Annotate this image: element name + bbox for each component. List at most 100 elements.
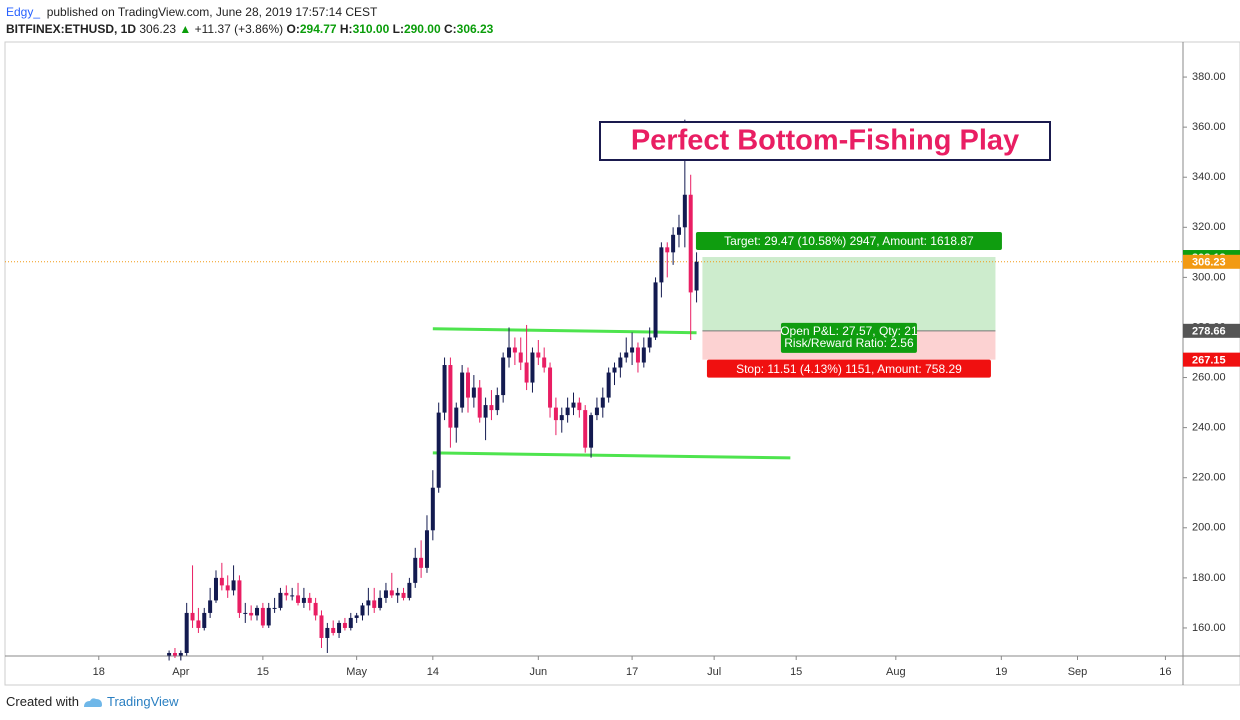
y-tick-label: 360.00 [1192, 121, 1226, 133]
candle-body [208, 600, 213, 613]
candle-body [548, 367, 553, 408]
candle-body [477, 387, 482, 418]
chart: 160.00180.00200.00220.00240.00260.00280.… [4, 41, 1240, 686]
candle-body [577, 402, 582, 411]
ohlc-value: 290.00 [403, 22, 441, 36]
candle-body [395, 592, 400, 596]
candle-body [337, 622, 342, 633]
candle-body [454, 407, 459, 428]
x-tick-label: 14 [427, 666, 439, 678]
candle-body [172, 652, 177, 656]
y-tick-label: 260.00 [1192, 371, 1226, 383]
plot: 160.00180.00200.00220.00240.00260.00280.… [5, 71, 1240, 678]
candle-body [594, 407, 599, 416]
footer: Created with TradingView [6, 694, 179, 709]
candle-body [190, 612, 195, 621]
trend-line [432, 451, 791, 460]
candle-body [260, 607, 265, 626]
last-price: 306.23 [1192, 257, 1226, 269]
candle-body [296, 595, 301, 603]
y-tick-label: 160.00 [1192, 622, 1226, 634]
candle-body [489, 405, 494, 411]
candle-body [460, 372, 465, 408]
candle-body [630, 347, 635, 353]
candle-body [225, 585, 230, 591]
candle-body [671, 234, 676, 253]
candle-body [436, 412, 441, 488]
candle-body [589, 415, 594, 448]
stop-label: Stop: 11.51 (4.13%) 1151, Amount: 758.29 [736, 362, 962, 376]
candle-body [442, 365, 447, 413]
stop-label-box [706, 359, 991, 378]
candle-body [331, 627, 336, 633]
x-tick-label: May [346, 666, 367, 678]
stop-price: 267.15 [1192, 355, 1226, 367]
candle-body [430, 487, 435, 531]
candle-body [612, 367, 617, 373]
candle-body [647, 337, 652, 348]
x-tick-label: Jul [707, 666, 721, 678]
pnl-box [780, 322, 917, 353]
profit-zone [702, 257, 996, 331]
entry-price: 278.66 [1192, 326, 1226, 338]
candle-body [266, 607, 271, 626]
candle-body [219, 577, 224, 586]
y-tick-label: 320.00 [1192, 221, 1226, 233]
last-price: 306.23 [139, 22, 177, 36]
candle-body [342, 622, 347, 628]
ohlc-label: L: [392, 22, 404, 36]
candle-body [313, 602, 318, 616]
candle-body [284, 592, 289, 596]
candle-body [378, 597, 383, 608]
candle-body [167, 652, 172, 656]
symbol: BITFINEX:ETHUSD, 1D [6, 22, 137, 36]
candle-body [565, 407, 570, 416]
candle-body [583, 410, 588, 448]
candle-body [401, 592, 406, 598]
created-with: Created with [6, 694, 79, 709]
change: +11.37 (+3.86%) [194, 22, 284, 36]
y-tick-label: 240.00 [1192, 422, 1226, 434]
candle-body [471, 387, 476, 398]
candle-body [495, 395, 500, 411]
candle-body [618, 357, 623, 368]
candle-body [307, 597, 312, 603]
candle-body [483, 405, 488, 418]
candle-body [524, 362, 529, 383]
author[interactable]: Edgy_ [6, 5, 41, 19]
publish-line: Edgy_ published on TradingView.com, June… [6, 4, 493, 21]
x-tick-label: Sep [1068, 666, 1088, 678]
candle-body [448, 365, 453, 428]
ohlc: O:294.77 H:310.00 L:290.00 C:306.23 [287, 22, 494, 36]
candle-body [676, 227, 681, 235]
brand[interactable]: TradingView [106, 694, 179, 709]
candle-body [606, 372, 611, 398]
x-tick-label: 18 [93, 666, 105, 678]
candle-body [178, 652, 183, 656]
candle-body [301, 597, 306, 603]
candle-body [407, 582, 412, 598]
candle-body [366, 600, 371, 606]
candle-body [389, 590, 394, 596]
candle-body [372, 600, 377, 608]
candle-body [348, 617, 353, 628]
target-label: Target: 29.47 (10.58%) 2947, Amount: 161… [724, 234, 974, 248]
x-tick-label: Aug [886, 666, 906, 678]
candle-body [413, 557, 418, 583]
candle-body [196, 620, 201, 628]
candle-body [419, 557, 424, 568]
stop-price-box [1183, 352, 1240, 367]
candle-body [653, 282, 658, 338]
candle-body [249, 612, 254, 616]
candle-body [688, 194, 693, 293]
chart-title: Perfect Bottom-Fishing Play [631, 125, 1019, 157]
ohlc-value: 310.00 [352, 22, 390, 36]
candle-body [665, 247, 670, 253]
candle-body [600, 397, 605, 408]
candle-body [571, 402, 576, 408]
candle-body [507, 347, 512, 358]
candle-body [325, 627, 330, 638]
candle-body [465, 372, 470, 398]
symbol-line: BITFINEX:ETHUSD, 1D 306.23 ▲ +11.37 (+3.… [6, 21, 493, 38]
